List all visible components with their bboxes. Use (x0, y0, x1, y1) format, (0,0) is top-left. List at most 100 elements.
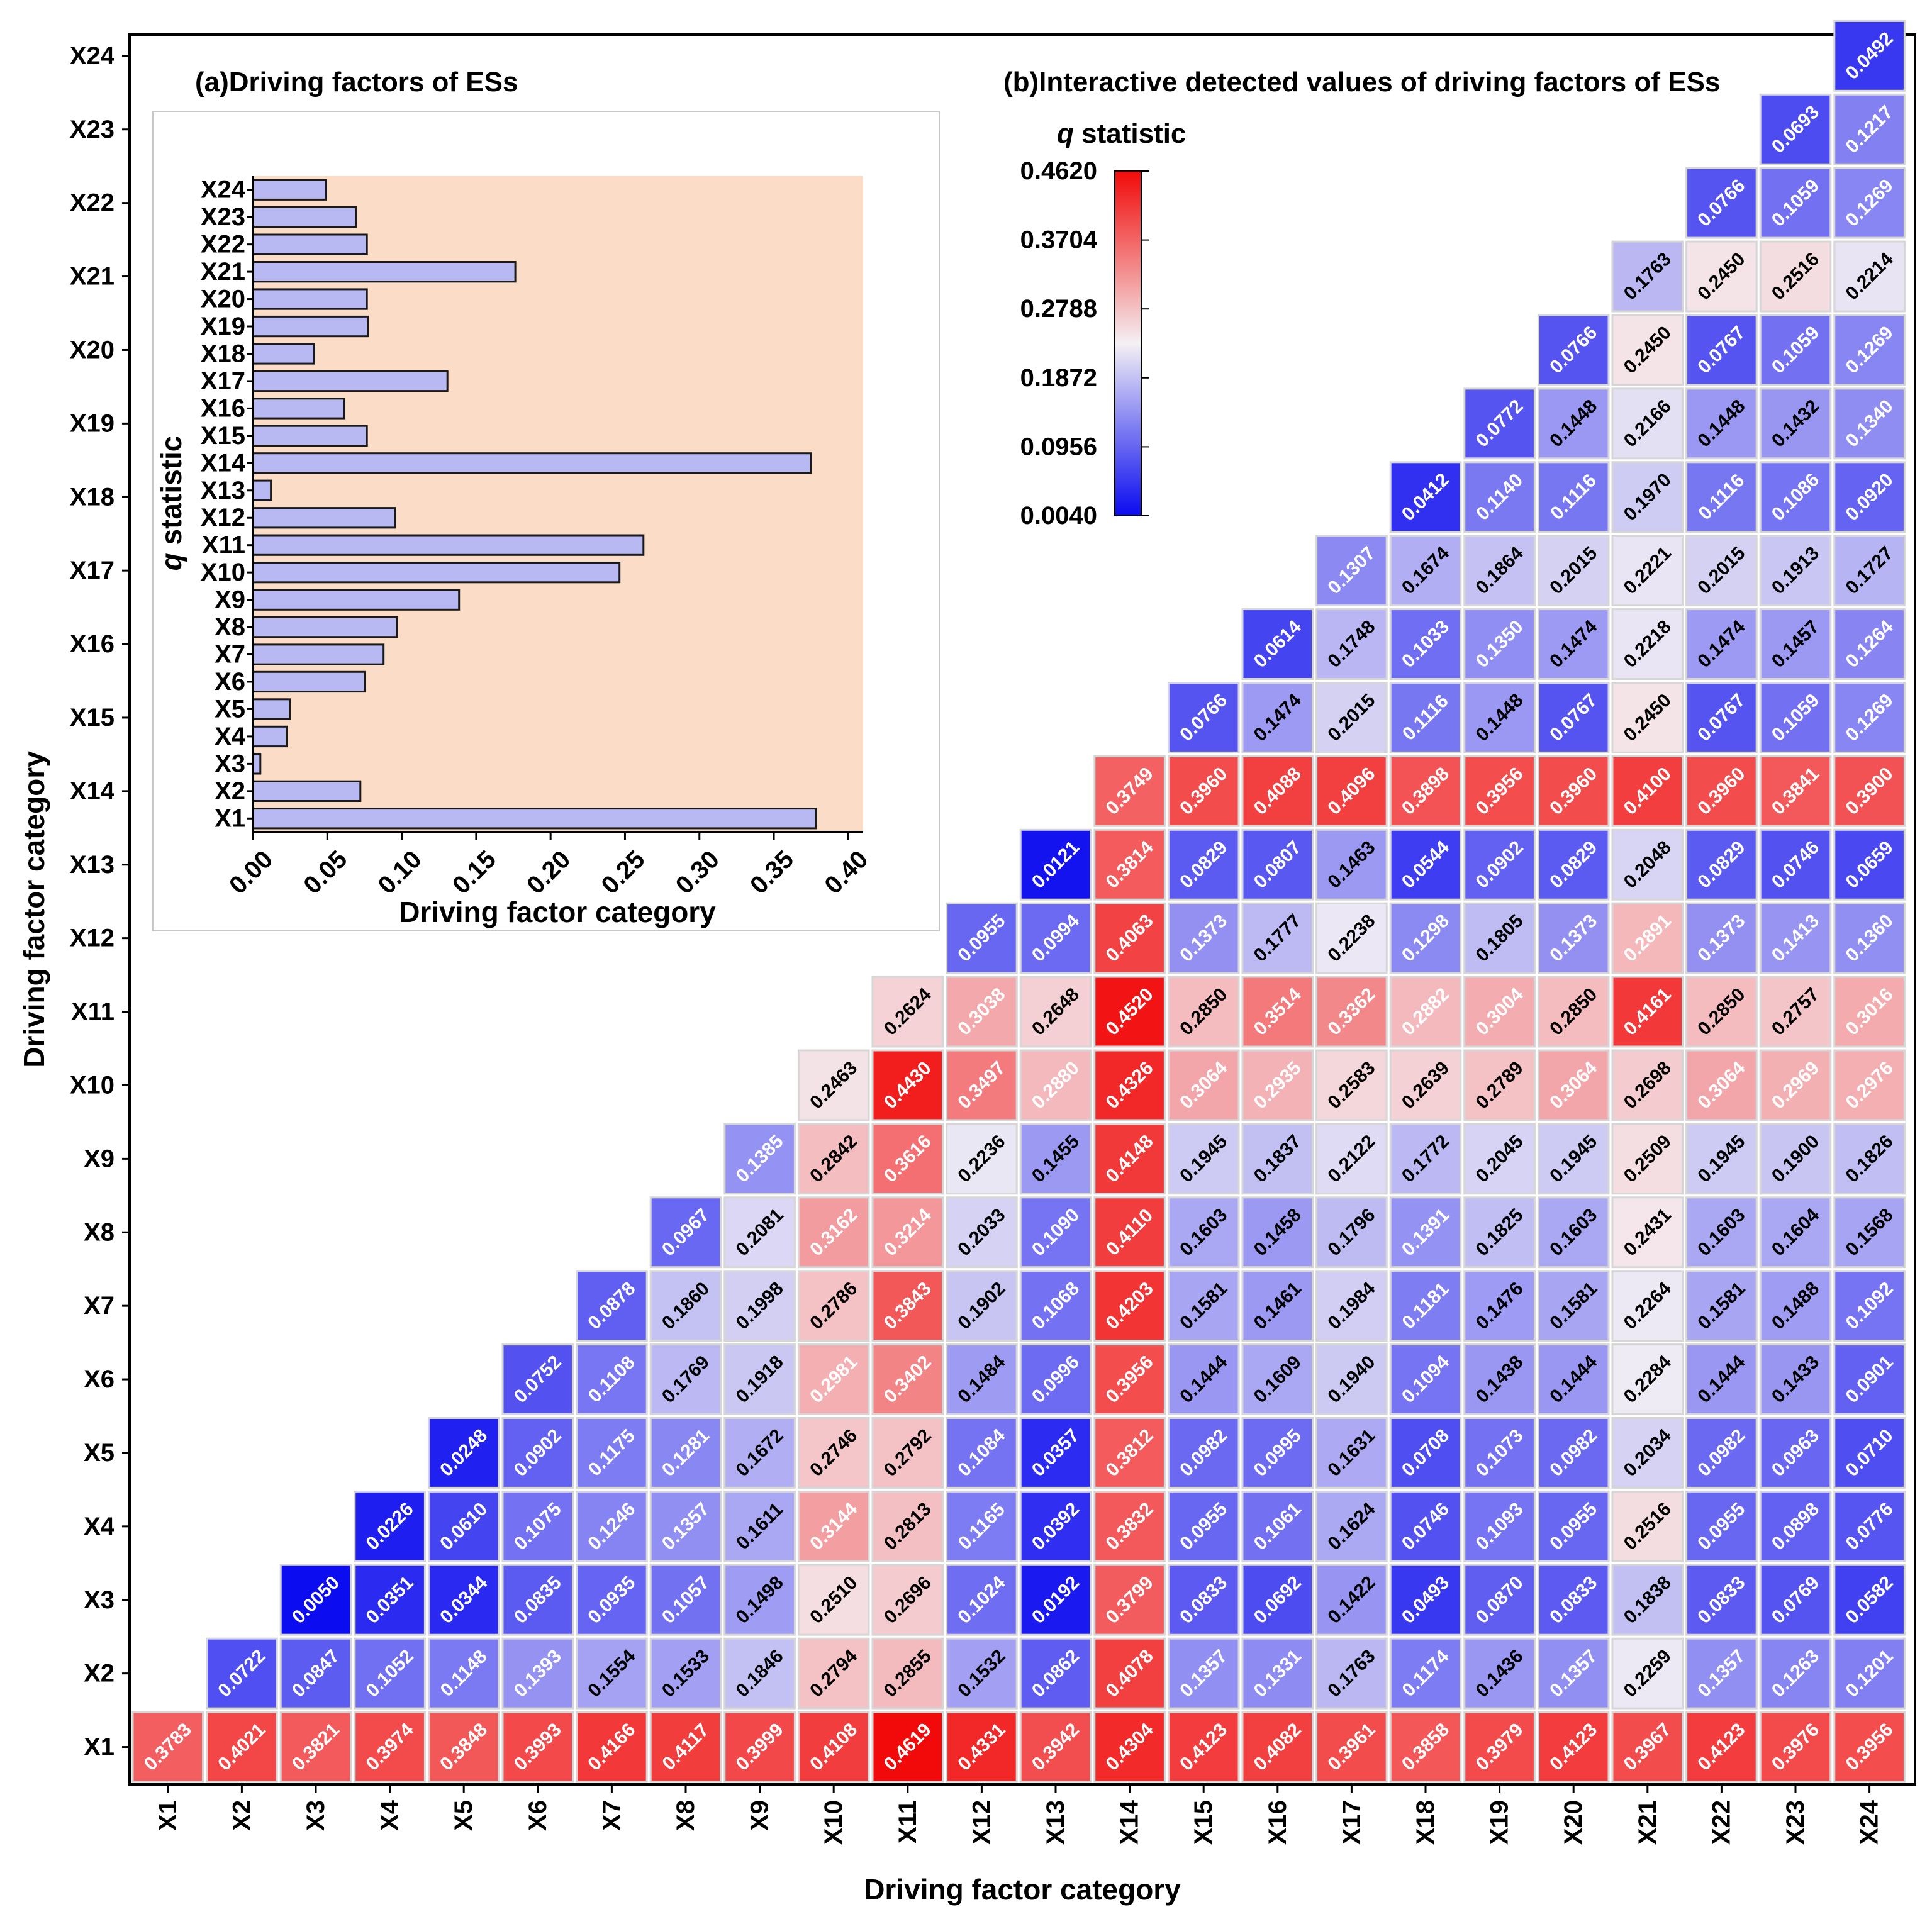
heatmap-cell-x7-x7 (576, 1270, 648, 1342)
inset-y-tick-label: X16 (201, 394, 245, 422)
inset-y-tick-label: X4 (215, 723, 246, 750)
colorbar-tick-label: 0.0956 (1020, 433, 1097, 460)
heatmap-cell-x4-x8 (649, 1490, 722, 1562)
heatmap-x-tick-label: X23 (1782, 1800, 1809, 1845)
heatmap-cell-x17-x21 (1611, 535, 1684, 607)
heatmap-cell-x6-x18 (1389, 1343, 1462, 1416)
heatmap-cell-x3-x12 (946, 1564, 1018, 1636)
heatmap-x-tick-label: X6 (524, 1800, 552, 1831)
heatmap-cell-x19-x23 (1759, 387, 1832, 460)
heatmap-cell-x3-x9 (723, 1564, 796, 1636)
heatmap-cell-x17-x22 (1685, 535, 1758, 607)
heatmap-cell-x2-x18 (1389, 1637, 1462, 1710)
heatmap-y-tick-label: X23 (70, 116, 114, 143)
heatmap-cell-x16-x18 (1389, 608, 1462, 680)
inset-bar-x15 (252, 425, 368, 447)
heatmap-cell-x10-x18 (1389, 1049, 1462, 1121)
heatmap-cell-x18-x20 (1537, 461, 1610, 533)
heatmap-cell-x7-x8 (649, 1270, 722, 1342)
heatmap-x-tick-label: X21 (1634, 1800, 1661, 1845)
heatmap-cell-x4-x21 (1611, 1490, 1684, 1562)
heatmap-cell-x4-x16 (1241, 1490, 1314, 1562)
heatmap-cell-x2-x8 (649, 1637, 722, 1710)
inset-bar-x22 (252, 233, 368, 255)
heatmap-cell-x2-x5 (427, 1637, 500, 1710)
heatmap-x-tick-label: X2 (228, 1800, 255, 1831)
heatmap-cell-x1-x11 (871, 1711, 944, 1783)
heatmap-cell-x5-x22 (1685, 1417, 1758, 1489)
inset-y-tick-label: X13 (201, 477, 245, 504)
inset-bar-x16 (252, 398, 345, 420)
inset-y-tick-label: X21 (201, 258, 245, 286)
heatmap-cell-x19-x19 (1463, 387, 1536, 460)
heatmap-cell-x2-x22 (1685, 1637, 1758, 1710)
inset-y-tick-label: X23 (201, 203, 245, 231)
heatmap-cell-x11-x12 (946, 976, 1018, 1048)
inset-bar-x4 (252, 725, 288, 748)
heatmap-cell-x5-x14 (1093, 1417, 1166, 1489)
heatmap-cell-x12-x20 (1537, 902, 1610, 974)
heatmap-cell-x19-x24 (1833, 387, 1906, 460)
heatmap-cell-x13-x23 (1759, 828, 1832, 901)
heatmap-cell-x8-x12 (946, 1196, 1018, 1269)
heatmap-cell-x8-x19 (1463, 1196, 1536, 1269)
heatmap-y-tick-label: X10 (70, 1071, 114, 1099)
heatmap-cell-x3-x16 (1241, 1564, 1314, 1636)
heatmap-ticks: X1X1X2X2X3X3X4X4X5X5X6X6X7X7X8X8X9X9X10X… (70, 42, 1884, 1845)
heatmap-cell-x6-x12 (946, 1343, 1018, 1416)
heatmap-cell-x4-x13 (1019, 1490, 1092, 1562)
inset-bar-x20 (252, 288, 368, 310)
heatmap-cell-x5-x11 (871, 1417, 944, 1489)
heatmap-cell-x11-x16 (1241, 976, 1314, 1048)
heatmap-y-tick-label: X9 (84, 1145, 114, 1172)
heatmap-cell-x11-x21 (1611, 976, 1684, 1048)
heatmap-cell-x13-x20 (1537, 828, 1610, 901)
heatmap-cell-x1-x1 (131, 1711, 204, 1783)
inset-y-tick-label: X14 (201, 449, 246, 477)
heatmap-y-axis-label: Driving factor category (18, 751, 50, 1068)
colorbar-title: q statistic (1057, 118, 1186, 149)
heatmap-cell-x3-x19 (1463, 1564, 1536, 1636)
heatmap-cell-x10-x14 (1093, 1049, 1166, 1121)
heatmap-cell-x4-x24 (1833, 1490, 1906, 1562)
heatmap-cell-x5-x8 (649, 1417, 722, 1489)
heatmap-cell-x8-x9 (723, 1196, 796, 1269)
heatmap-cell-x15-x22 (1685, 682, 1758, 753)
heatmap-cell-x4-x4 (354, 1490, 426, 1562)
heatmap-cell-x5-x12 (946, 1417, 1018, 1489)
heatmap-cell-x1-x19 (1463, 1711, 1536, 1783)
inset-bar-x17 (252, 370, 449, 392)
heatmap-cell-x11-x19 (1463, 976, 1536, 1048)
heatmap-cell-x2-x15 (1167, 1637, 1240, 1710)
heatmap-cell-x13-x21 (1611, 828, 1684, 901)
heatmap-cell-x1-x20 (1537, 1711, 1610, 1783)
inset-bar-x23 (252, 206, 357, 228)
heatmap-cell-x5-x23 (1759, 1417, 1832, 1489)
heatmap-cell-x3-x21 (1611, 1564, 1684, 1636)
heatmap-cell-x11-x20 (1537, 976, 1610, 1048)
heatmap-cell-x4-x14 (1093, 1490, 1166, 1562)
heatmap-cell-x11-x17 (1315, 976, 1388, 1048)
heatmap-cell-x6-x11 (871, 1343, 944, 1416)
heatmap-cell-x12-x13 (1019, 902, 1092, 974)
colorbar-gradient (1114, 170, 1142, 516)
heatmap-cell-x3-x20 (1537, 1564, 1610, 1636)
heatmap-cell-x22-x22 (1685, 167, 1758, 239)
heatmap-cell-x14-x19 (1463, 755, 1536, 827)
heatmap-cell-x3-x18 (1389, 1564, 1462, 1636)
heatmap-cell-x8-x14 (1093, 1196, 1166, 1269)
heatmap-cell-x15-x15 (1167, 682, 1240, 753)
inset-y-tick-label: X24 (201, 176, 246, 204)
heatmap-cell-x2-x12 (946, 1637, 1018, 1710)
heatmap-x-tick-label: X12 (968, 1800, 995, 1845)
heatmap-cell-x5-x17 (1315, 1417, 1388, 1489)
colorbar-ticks: 0.4620 0.3704 0.2788 0.1872 0.0956 0.0040 (1020, 157, 1149, 530)
heatmap-cell-x2-x9 (723, 1637, 796, 1710)
inset-y-tick-label: X5 (215, 695, 245, 723)
heatmap-cell-x15-x19 (1463, 682, 1536, 753)
heatmap-cell-x9-x15 (1167, 1123, 1240, 1195)
heatmap-cell-x7-x22 (1685, 1270, 1758, 1342)
colorbar-tick-label: 0.2788 (1020, 295, 1097, 323)
heatmap-cell-x13-x14 (1093, 828, 1166, 901)
heatmap-cell-x3-x3 (279, 1564, 352, 1636)
